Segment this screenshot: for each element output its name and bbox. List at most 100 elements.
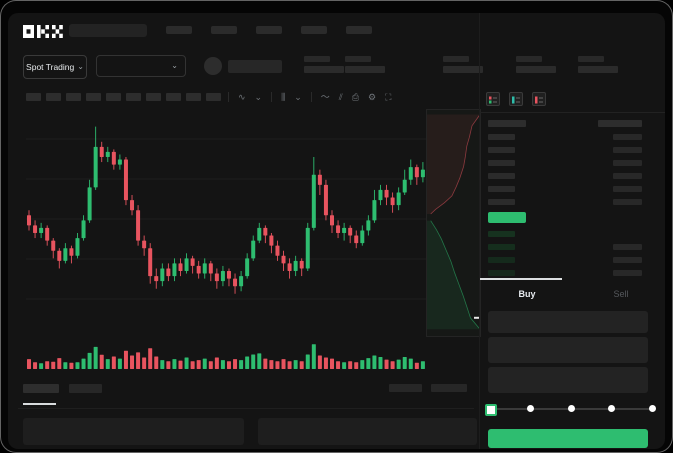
volume-chart (26, 341, 426, 369)
toolbar-divider (228, 92, 229, 102)
timeframe-button-placeholder[interactable] (186, 93, 201, 101)
chevron-down-icon[interactable]: ⌄ (254, 91, 263, 102)
ask-size-placeholder (613, 159, 642, 166)
bottom-tab-active[interactable] (23, 384, 59, 393)
tab-sell[interactable]: Sell (613, 289, 629, 299)
top-nav-bar: OKX (8, 23, 665, 41)
ask-row[interactable] (480, 143, 665, 156)
price-column-header-placeholder (488, 120, 526, 127)
combined-book-icon[interactable] (486, 92, 500, 106)
timeframe-button-placeholder[interactable] (166, 93, 181, 101)
stat-label-placeholder (516, 56, 542, 62)
stat-label-placeholder (578, 56, 604, 62)
stat-value-placeholder (304, 66, 344, 73)
nav-item-placeholder[interactable] (346, 26, 372, 34)
nav-item-placeholder[interactable] (211, 26, 237, 34)
ask-size-placeholder (613, 198, 642, 205)
order-form-field[interactable] (488, 367, 648, 393)
brand-name: OKX (63, 25, 64, 26)
depth-chart (426, 109, 481, 337)
order-form-field[interactable] (488, 311, 648, 333)
bid-row[interactable] (480, 227, 665, 240)
ask-row[interactable] (480, 169, 665, 182)
ask-price-placeholder (488, 185, 515, 192)
candle-style-icon[interactable]: ⫼ (281, 91, 286, 102)
candlestick-chart[interactable] (26, 109, 426, 333)
ask-row[interactable] (480, 195, 665, 208)
tab-buy[interactable]: Buy (518, 289, 536, 299)
market-type-selector[interactable]: Spot Trading ⌄ (23, 55, 87, 79)
order-book-panel: Buy Sell (479, 13, 665, 449)
pair-dropdown[interactable]: ⌄ (96, 55, 186, 77)
ask-size-placeholder (613, 133, 642, 140)
depth-svg (427, 114, 481, 330)
bottom-bar-action-2[interactable] (431, 384, 467, 392)
bid-row[interactable] (480, 266, 665, 279)
bid-row[interactable] (480, 240, 665, 253)
toolbar-divider (310, 92, 312, 102)
pair-name-placeholder (228, 60, 282, 73)
timeframe-button-placeholder[interactable] (146, 93, 161, 101)
slider-stop[interactable] (648, 405, 656, 412)
timeframe-button-placeholder[interactable] (46, 93, 61, 101)
bid-size-placeholder (613, 256, 642, 263)
timeframe-button-placeholder[interactable] (26, 93, 41, 101)
chevron-down-icon: ⌄ (171, 61, 178, 70)
bid-row[interactable] (480, 253, 665, 266)
market-type-label: Spot Trading (26, 62, 75, 72)
nav-item-placeholder[interactable] (301, 26, 327, 34)
order-form-fields (488, 311, 648, 393)
stat-value-placeholder (578, 66, 618, 73)
bottom-panel-left (23, 418, 244, 445)
ticker-stat-placeholder (578, 56, 618, 73)
okx-logo-glyph (23, 25, 63, 38)
fullscreen-icon[interactable]: ⛶ (385, 91, 392, 102)
ask-price-placeholder (488, 146, 515, 153)
size-column-header-placeholder (598, 120, 642, 127)
bottom-tab-2[interactable] (69, 384, 102, 393)
last-price-bar (488, 212, 526, 223)
timeframe-button-placeholder[interactable] (206, 93, 221, 101)
buy-submit-button[interactable] (488, 429, 648, 448)
toolbar-divider (271, 92, 273, 102)
ask-row[interactable] (480, 156, 665, 169)
compare-icon[interactable]: ⫽ (338, 91, 343, 102)
orderbook-divider (480, 112, 665, 113)
bottom-tab-underline (23, 403, 56, 405)
chevron-down-icon[interactable]: ⌄ (294, 91, 302, 102)
coin-avatar (204, 57, 222, 75)
timeframe-button-placeholder[interactable] (126, 93, 141, 101)
settings-icon[interactable]: ⚙ (368, 91, 377, 102)
search-input[interactable] (69, 24, 147, 37)
bid-price-placeholder (488, 269, 515, 276)
indicators-icon[interactable]: 〜 (320, 91, 330, 102)
order-form-field[interactable] (488, 337, 648, 363)
timeframe-button-placeholder[interactable] (86, 93, 101, 101)
orderbook-header-row (480, 117, 665, 130)
trade-tabs: Buy Sell (480, 283, 665, 305)
slider-stop[interactable] (527, 405, 534, 412)
nav-item-placeholder[interactable] (256, 26, 282, 34)
slider-stop[interactable] (608, 405, 615, 412)
bids-only-book-icon[interactable] (509, 92, 523, 106)
bid-size-placeholder (613, 243, 642, 250)
ask-price-placeholder (488, 198, 515, 205)
slider-handle[interactable] (484, 404, 497, 416)
asks-only-book-icon[interactable] (532, 92, 546, 106)
stat-label-placeholder (443, 56, 469, 62)
ask-row[interactable] (480, 130, 665, 143)
buy-tab-indicator (480, 278, 562, 280)
bottom-bar-action-1[interactable] (389, 384, 422, 392)
ask-row[interactable] (480, 182, 665, 195)
snapshot-icon[interactable]: ⎙ (351, 91, 360, 102)
slider-stop[interactable] (567, 405, 575, 412)
timeframe-button-placeholder[interactable] (66, 93, 81, 101)
nav-pills (166, 26, 372, 34)
timeframe-button-placeholder[interactable] (106, 93, 121, 101)
nav-item-placeholder[interactable] (166, 26, 192, 34)
ticker-stat-placeholder (304, 56, 344, 73)
line-tool-icon[interactable]: ∿ (238, 91, 246, 102)
ask-price-placeholder (488, 172, 515, 179)
ticker-stat-placeholder (516, 56, 556, 73)
amount-slider[interactable] (484, 403, 656, 416)
